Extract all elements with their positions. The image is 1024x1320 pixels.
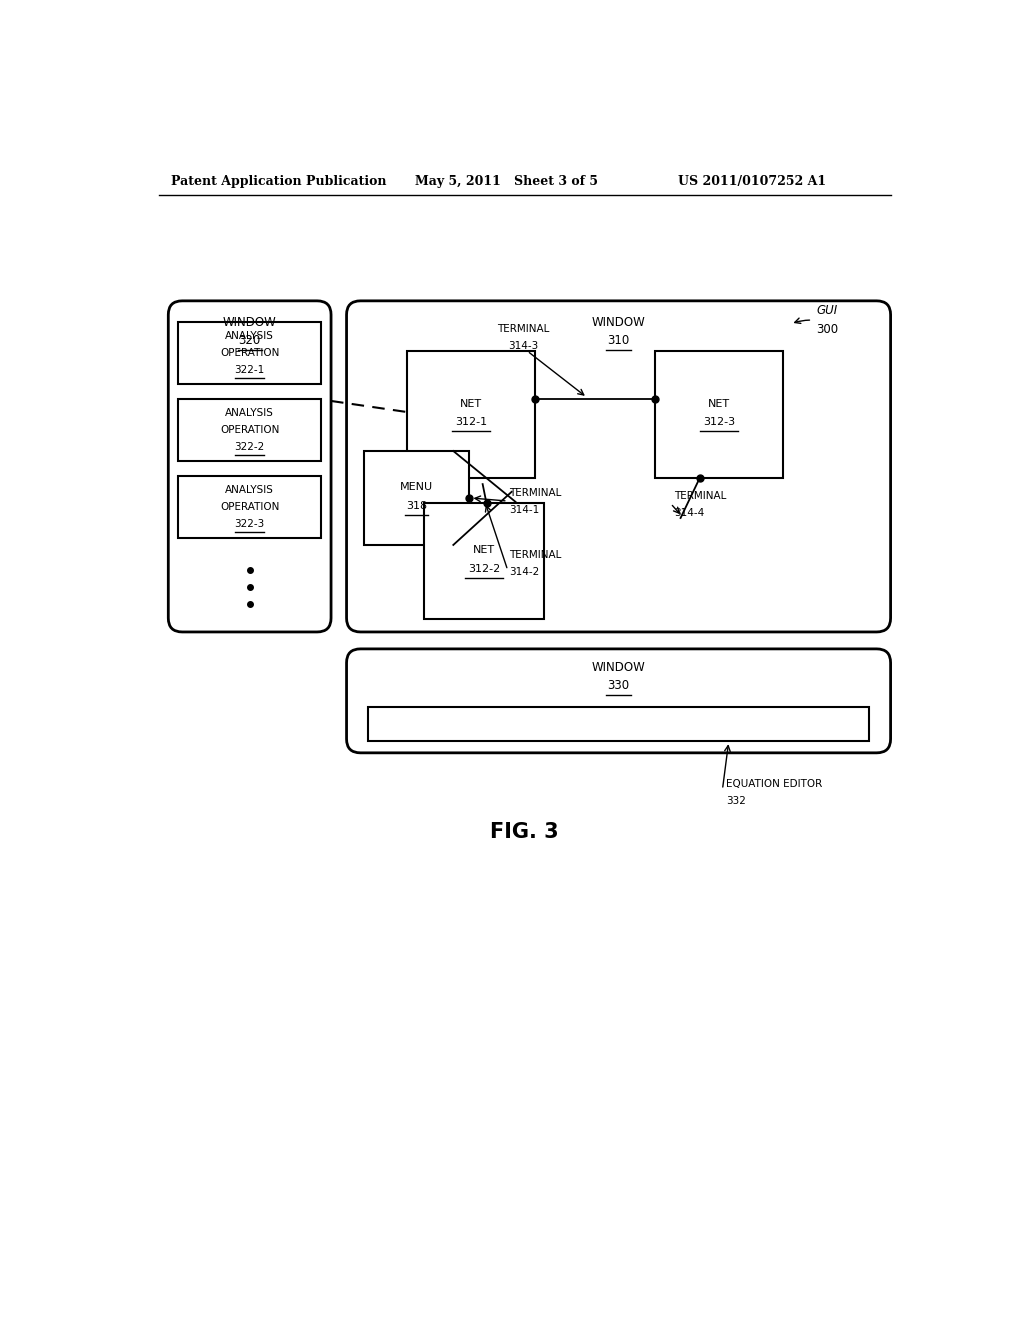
Text: WINDOW: WINDOW <box>592 661 645 675</box>
Text: FIG. 3: FIG. 3 <box>490 822 559 842</box>
Bar <box>365 451 469 545</box>
Text: ANALYSIS: ANALYSIS <box>225 331 274 342</box>
Text: 322-1: 322-1 <box>234 366 265 375</box>
Text: 314-1: 314-1 <box>509 506 540 515</box>
Text: 318: 318 <box>407 500 427 511</box>
Text: 314-2: 314-2 <box>509 566 540 577</box>
FancyBboxPatch shape <box>346 301 891 632</box>
Text: WINDOW: WINDOW <box>223 315 276 329</box>
Text: TERMINAL: TERMINAL <box>675 491 727 500</box>
Text: WINDOW: WINDOW <box>592 315 645 329</box>
Bar <box>178 322 321 384</box>
FancyBboxPatch shape <box>168 301 331 632</box>
Text: NET: NET <box>708 399 730 409</box>
Text: EQUATION EDITOR: EQUATION EDITOR <box>726 779 822 788</box>
Text: ANALYSIS: ANALYSIS <box>225 408 274 418</box>
Text: NET: NET <box>460 399 482 409</box>
Text: May 5, 2011   Sheet 3 of 5: May 5, 2011 Sheet 3 of 5 <box>415 176 598 187</box>
Text: 312-3: 312-3 <box>702 417 735 428</box>
Text: 314-3: 314-3 <box>508 342 539 351</box>
Text: NET: NET <box>473 545 496 556</box>
Bar <box>407 351 535 478</box>
Text: OPERATION: OPERATION <box>220 348 280 358</box>
FancyBboxPatch shape <box>346 649 891 752</box>
Text: OPERATION: OPERATION <box>220 425 280 436</box>
Text: 312-2: 312-2 <box>468 564 501 574</box>
Bar <box>178 477 321 539</box>
Text: 332: 332 <box>726 796 746 805</box>
Text: TERMINAL: TERMINAL <box>509 550 562 560</box>
Text: GUI: GUI <box>816 305 838 317</box>
Bar <box>369 708 869 742</box>
Text: 312-1: 312-1 <box>455 417 487 428</box>
Text: 310: 310 <box>607 334 630 347</box>
Text: Patent Application Publication: Patent Application Publication <box>171 176 386 187</box>
Bar <box>178 400 321 461</box>
Bar <box>424 503 544 619</box>
Text: ANALYSIS: ANALYSIS <box>225 486 274 495</box>
Text: TERMINAL: TERMINAL <box>497 325 550 334</box>
Text: 322-2: 322-2 <box>234 442 265 453</box>
Text: 300: 300 <box>816 323 839 335</box>
Text: 320: 320 <box>239 334 261 347</box>
Text: OPERATION: OPERATION <box>220 502 280 512</box>
Text: 322-3: 322-3 <box>234 519 265 529</box>
Text: 330: 330 <box>607 680 630 693</box>
Text: MENU: MENU <box>400 482 433 492</box>
Text: 314-4: 314-4 <box>675 508 705 517</box>
Bar <box>655 351 783 478</box>
Text: US 2011/0107252 A1: US 2011/0107252 A1 <box>678 176 826 187</box>
Text: TERMINAL: TERMINAL <box>509 488 562 499</box>
